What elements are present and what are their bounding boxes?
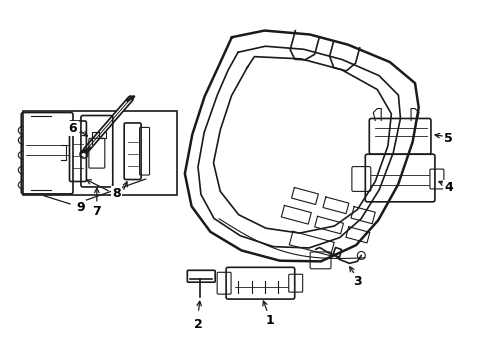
Text: 5: 5 [444,132,452,145]
Text: 7: 7 [92,205,101,218]
Text: 3: 3 [352,275,361,288]
Text: 9: 9 [0,359,1,360]
Text: 1: 1 [265,314,274,327]
Text: 9: 9 [77,201,85,214]
Text: 2: 2 [194,318,202,331]
Text: 6: 6 [68,122,77,135]
Text: 4: 4 [444,181,452,194]
Text: 8: 8 [112,188,121,201]
Text: 9: 9 [0,359,1,360]
Bar [23,111,177,195]
